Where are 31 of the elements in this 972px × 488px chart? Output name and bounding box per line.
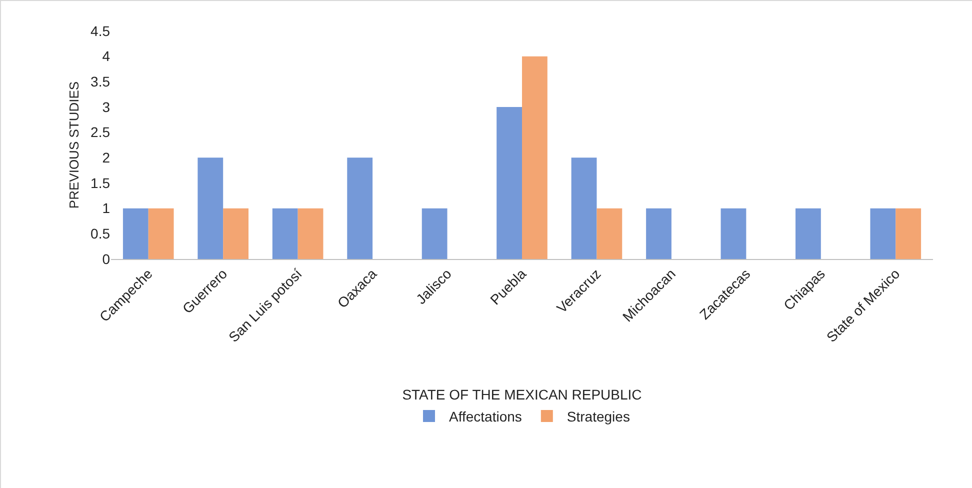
bar — [596, 208, 622, 259]
bar — [720, 208, 746, 259]
bar — [496, 107, 522, 259]
bar — [796, 208, 821, 259]
y-tick-label: 2.5 — [90, 124, 110, 140]
bar — [198, 158, 224, 259]
y-tick-label: 1.5 — [90, 174, 110, 191]
bar — [272, 208, 298, 259]
bar — [646, 208, 672, 259]
y-tick-label: 1 — [102, 200, 110, 216]
y-tick-label: 2 — [102, 150, 110, 166]
bar — [522, 56, 548, 259]
bar — [571, 158, 597, 259]
y-tick-label: 0.5 — [90, 226, 110, 242]
bar — [422, 208, 448, 259]
x-axis-title: STATE OF THE MEXICAN REPUBLIC — [402, 386, 642, 402]
y-tick-label: 3.5 — [90, 74, 110, 90]
bar — [870, 208, 896, 259]
legend-label: Affectations — [449, 408, 522, 424]
y-axis-title: PREVIOUS STUDIES — [66, 81, 82, 209]
bar — [223, 208, 248, 259]
bar — [122, 208, 148, 259]
y-tick-label: 3 — [102, 98, 110, 115]
y-tick-label: 4.5 — [90, 22, 110, 39]
y-tick-label: 0 — [102, 250, 110, 267]
legend-label: Strategies — [566, 408, 630, 424]
bar — [148, 208, 174, 259]
bar — [347, 158, 373, 259]
bar — [298, 208, 324, 259]
bar — [896, 208, 922, 259]
y-tick-label: 4 — [102, 48, 110, 64]
